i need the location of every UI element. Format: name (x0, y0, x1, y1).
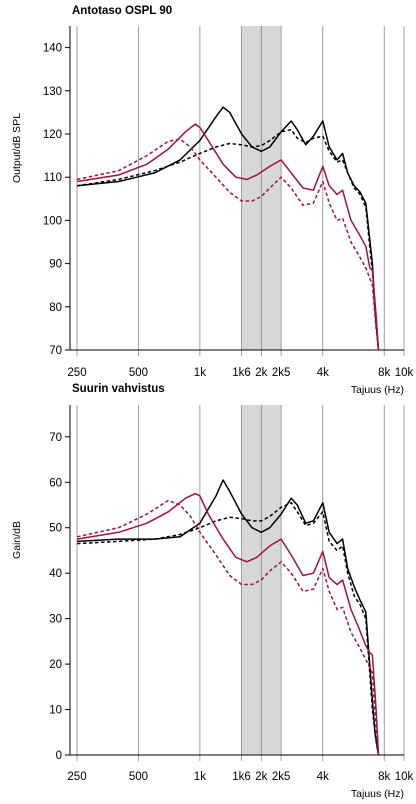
x-tick-label: 2k (255, 367, 267, 379)
x-tick-label: 1k (194, 367, 206, 379)
x-tick-label: 4k (317, 367, 329, 379)
y-tick-label: 120 (43, 129, 62, 141)
y-tick-label: 130 (43, 86, 62, 98)
y-tick-label: 70 (49, 345, 62, 357)
y-tick-label: 70 (49, 432, 62, 444)
x-tick-label: 8k (378, 367, 390, 379)
x-tick-label: 10k (395, 771, 414, 783)
chart-title: Suurin vahvistus (72, 383, 165, 395)
x-tick-label: 250 (67, 771, 86, 783)
series-line-2 (76, 501, 380, 756)
x-tick-label: 2k5 (272, 771, 291, 783)
y-tick-label: 140 (43, 43, 62, 55)
series-line-4 (76, 138, 380, 351)
y-axis-label: Gain/dB (11, 521, 23, 559)
series-line-1 (76, 106, 380, 351)
x-tick-label: 1k (194, 771, 206, 783)
series-line-2 (76, 128, 380, 351)
y-tick-label: 20 (49, 659, 62, 671)
chart-title: Antotaso OSPL 90 (72, 5, 172, 17)
x-tick-label: 500 (129, 771, 148, 783)
y-tick-label: 90 (49, 259, 62, 271)
y-tick-label: 0 (56, 750, 62, 762)
series-line-3 (76, 123, 380, 351)
x-tick-label: 2k5 (272, 367, 291, 379)
y-tick-label: 80 (49, 302, 62, 314)
x-tick-label: 10k (395, 367, 414, 379)
series-line-4 (76, 499, 380, 756)
y-tick-label: 30 (49, 614, 62, 626)
y-tick-label: 60 (49, 477, 62, 489)
x-tick-label: 4k (317, 771, 329, 783)
y-axis-label: Output/dB SPL (11, 113, 23, 183)
series-line-3 (76, 492, 380, 756)
y-tick-label: 110 (44, 172, 62, 184)
chart-2: 250 500 1k 1k6 2k 2k5 4k 8k 10k 0 10 20 30 40 50 60 70 Su… (11, 383, 414, 800)
series-line-1 (76, 479, 380, 756)
x-tick-label: 1k6 (232, 771, 251, 783)
x-axis-label: Tajuus (Hz) (351, 384, 404, 396)
y-tick-label: 50 (49, 523, 62, 535)
y-tick-label: 100 (43, 215, 62, 227)
x-tick-label: 250 (67, 367, 86, 379)
y-tick-label: 10 (49, 705, 62, 717)
x-tick-label: 500 (129, 367, 148, 379)
x-tick-label: 8k (378, 771, 390, 783)
chart-1: 250 500 1k 1k6 2k 2k5 4k 8k 10k 70 80 90 100 110 120 13… (11, 5, 414, 396)
y-tick-label: 40 (49, 568, 62, 580)
x-tick-label: 1k6 (232, 367, 251, 379)
x-axis-label: Tajuus (Hz) (351, 788, 404, 800)
x-tick-label: 2k (255, 771, 267, 783)
